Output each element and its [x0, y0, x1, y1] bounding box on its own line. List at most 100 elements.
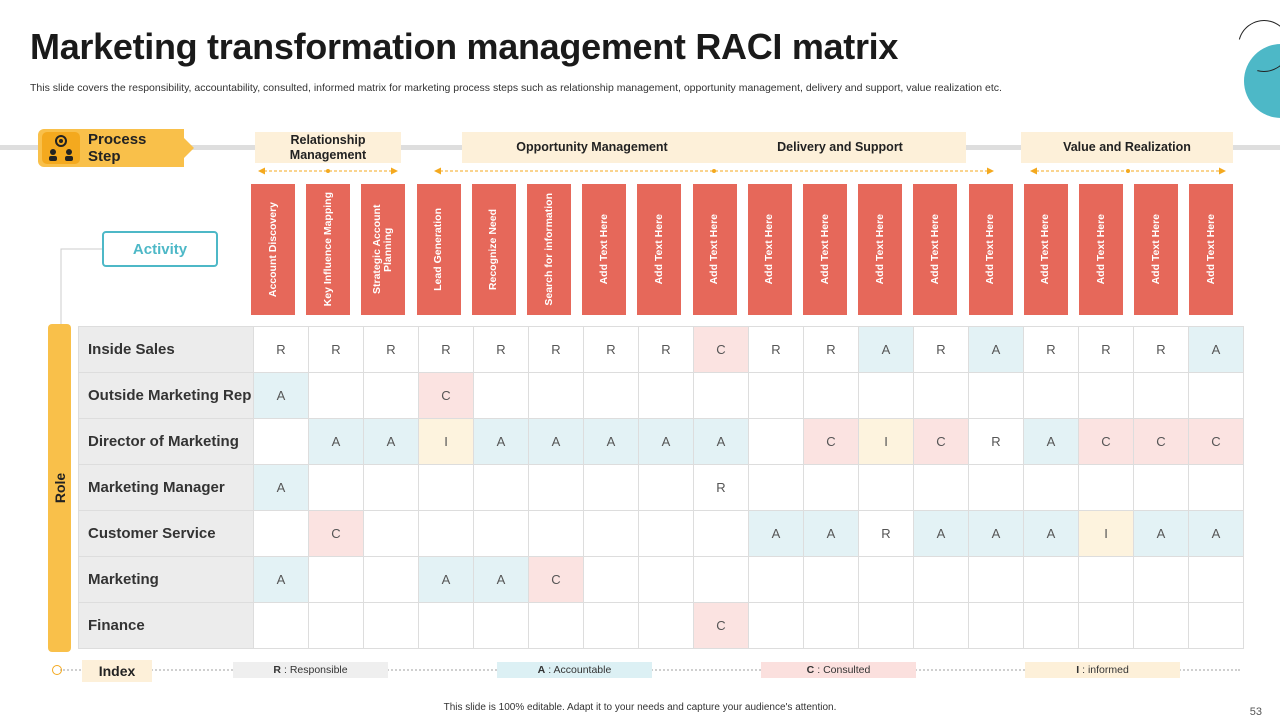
page-subtitle: This slide covers the responsibility, ac… [30, 82, 1002, 94]
raci-cell [1078, 602, 1134, 649]
matrix-row: Marketing Manager A R [78, 464, 1244, 511]
raci-cell: R [748, 326, 804, 373]
activity-column-label: Search for information [542, 193, 555, 306]
raci-cell: A [308, 418, 364, 465]
activity-column-label: Add Text Here [652, 214, 665, 285]
activity-connector [60, 248, 102, 326]
raci-cell: C [528, 556, 584, 603]
raci-cell [803, 464, 859, 511]
raci-cell [803, 602, 859, 649]
raci-cell [1188, 556, 1244, 603]
raci-cell [418, 510, 474, 557]
phase-arrow-relationship [258, 167, 398, 175]
activity-column-9: Add Text Here [692, 184, 737, 315]
raci-cell [858, 602, 914, 649]
activity-column-10: Add Text Here [747, 184, 792, 315]
raci-cell [638, 556, 694, 603]
activity-column-label: Add Text Here [1149, 214, 1162, 285]
activity-column-14: Add Text Here [968, 184, 1013, 315]
activity-column-label: Add Text Here [873, 214, 886, 285]
activity-column-label: Recognize Need [487, 208, 500, 291]
activity-column-12: Add Text Here [858, 184, 903, 315]
raci-cell [583, 556, 639, 603]
activity-column-label: Lead Generation [432, 208, 445, 291]
activity-column-label: Add Text Here [763, 214, 776, 285]
raci-cell [308, 464, 364, 511]
raci-cell [308, 556, 364, 603]
raci-cell: A [968, 326, 1024, 373]
legend-key: R [273, 664, 281, 676]
raci-cell [858, 464, 914, 511]
raci-cell [748, 372, 804, 419]
raci-cell [1078, 556, 1134, 603]
raci-cell [253, 510, 309, 557]
raci-cell: R [583, 326, 639, 373]
raci-cell [1188, 464, 1244, 511]
raci-cell: C [693, 326, 749, 373]
raci-cell: C [1188, 418, 1244, 465]
legend-key: C [806, 664, 815, 676]
raci-cell: A [473, 418, 529, 465]
legend-desc: : Responsible [283, 664, 348, 676]
people-gear-icon [42, 132, 80, 164]
page-title: Marketing transformation management RACI… [30, 26, 899, 67]
raci-cell: R [1078, 326, 1134, 373]
raci-cell [858, 556, 914, 603]
activity-column-label: Account Discovery [266, 201, 279, 298]
raci-cell [748, 464, 804, 511]
raci-cell [253, 602, 309, 649]
legend-item: R: Responsible [233, 662, 388, 678]
raci-cell: A [858, 326, 914, 373]
raci-cell: R [528, 326, 584, 373]
activity-column-15: Add Text Here [1023, 184, 1068, 315]
activity-column-label: Add Text Here [984, 214, 997, 285]
raci-cell [968, 464, 1024, 511]
raci-cell: A [253, 464, 309, 511]
activity-column-label: Add Text Here [1039, 214, 1052, 285]
activity-column-4: Lead Generation [416, 184, 461, 315]
raci-cell [583, 510, 639, 557]
legend-key: I [1076, 664, 1080, 676]
raci-cell: A [418, 556, 474, 603]
phase-delivery-support: Delivery and Support [777, 140, 903, 154]
raci-cell [583, 372, 639, 419]
raci-cell: R [913, 326, 969, 373]
raci-cell [308, 602, 364, 649]
activity-column-label: Add Text Here [1094, 214, 1107, 285]
raci-cell: C [418, 372, 474, 419]
legend-item: C: Consulted [761, 662, 916, 678]
role-name: Director of Marketing [78, 418, 254, 465]
page-number: 53 [1249, 706, 1262, 718]
raci-cell [638, 602, 694, 649]
raci-cell [1078, 464, 1134, 511]
legend-desc: : Accountable [548, 664, 612, 676]
raci-cell [1133, 464, 1189, 511]
raci-cell: R [803, 326, 859, 373]
raci-cell [1078, 372, 1134, 419]
activity-column-5: Recognize Need [471, 184, 516, 315]
legend-item: I: informed [1025, 662, 1180, 678]
activity-column-3: Strategic Account Planning [361, 184, 406, 315]
raci-cell [418, 464, 474, 511]
raci-cell [1188, 372, 1244, 419]
raci-cell [748, 602, 804, 649]
raci-cell: A [253, 372, 309, 419]
raci-cell [473, 602, 529, 649]
activity-column-label: Add Text Here [818, 214, 831, 285]
role-name: Customer Service [78, 510, 254, 557]
raci-cell: I [418, 418, 474, 465]
raci-cell: A [693, 418, 749, 465]
raci-cell [913, 372, 969, 419]
raci-cell [748, 418, 804, 465]
activity-column-11: Add Text Here [803, 184, 847, 315]
activity-column-16: Add Text Here [1079, 184, 1123, 315]
raci-cell: A [638, 418, 694, 465]
raci-cell: R [638, 326, 694, 373]
raci-cell: A [1188, 510, 1244, 557]
role-name: Marketing [78, 556, 254, 603]
matrix-row: Finance C [78, 602, 1244, 649]
raci-cell [363, 602, 419, 649]
raci-cell: A [528, 418, 584, 465]
raci-cell [363, 556, 419, 603]
matrix-row: Marketing A A A C [78, 556, 1244, 603]
